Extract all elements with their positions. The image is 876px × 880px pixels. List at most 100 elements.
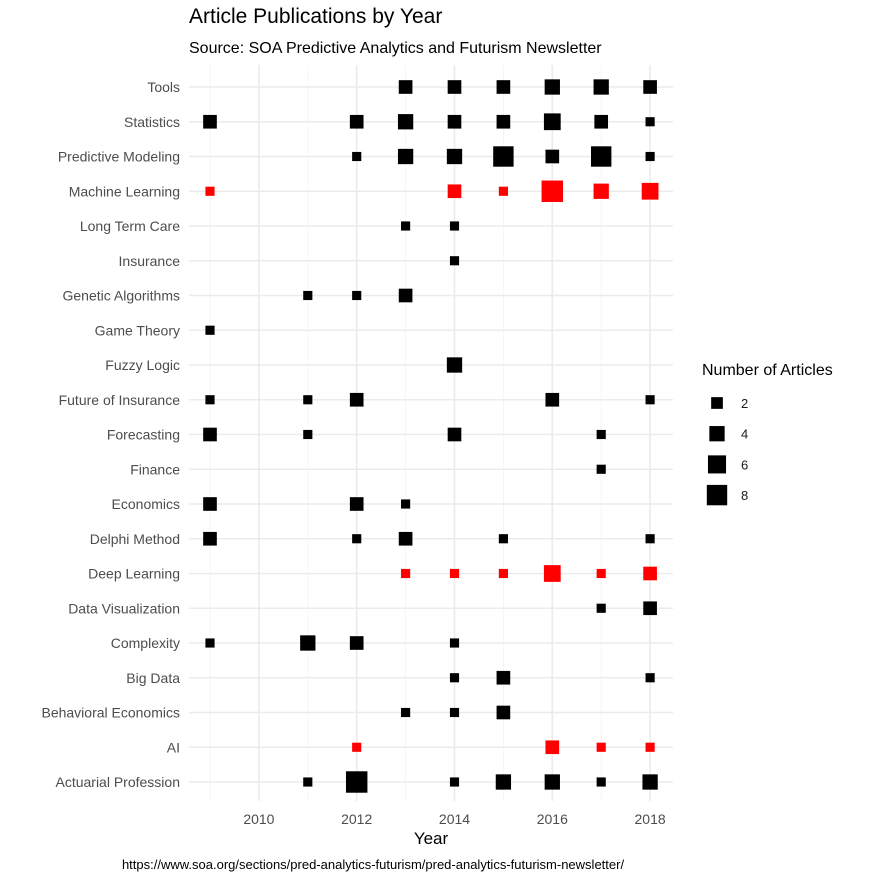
legend-title: Number of Articles [702,362,833,379]
legend: Number of Articles 2 4 6 8 [702,362,833,506]
y-tick-label: Complexity [111,635,180,651]
data-point [203,427,217,442]
data-point [447,114,462,129]
data-point [495,774,512,790]
data-point [352,534,362,544]
chart-subtitle: Source: SOA Predictive Analytics and Fut… [189,40,602,57]
data-point [543,113,561,131]
data-point [446,148,463,165]
y-tick-label: Long Term Care [80,218,180,234]
y-tick-label: Big Data [126,670,180,686]
y-tick-label: Statistics [124,114,180,130]
data-point [205,186,215,196]
y-axis-tick-labels: Actuarial Profession AI Behavioral Economi… [41,79,180,790]
data-point [203,531,217,546]
data-point [596,568,606,579]
data-point [449,568,460,579]
data-point [447,427,462,442]
y-tick-label: Game Theory [95,322,180,338]
y-tick-label: Future of Insurance [59,392,181,408]
data-point [303,290,313,301]
data-point [398,531,413,546]
data-point [643,80,657,94]
legend-label: 8 [741,488,748,503]
data-point [544,79,560,95]
data-point [596,742,606,752]
data-point [401,499,411,509]
data-point [545,149,560,164]
data-point [496,80,511,94]
data-point [541,180,564,202]
data-points [203,79,659,793]
data-point [397,114,414,130]
y-tick-label: Forecasting [107,427,180,443]
chart-title: Article Publications by Year [189,5,442,28]
data-point [594,114,609,129]
y-tick-label: Finance [130,461,180,477]
data-point [645,534,655,544]
data-point [401,568,411,579]
data-point [398,288,413,303]
x-tick-label: 2014 [439,811,470,827]
data-point [447,80,462,94]
data-point [496,670,511,685]
data-point [643,566,657,581]
y-tick-label: Genetic Algorithms [63,288,181,304]
data-point [643,601,657,616]
data-point [596,603,606,613]
data-point [449,673,460,683]
data-point [645,151,655,162]
data-point [593,79,609,95]
data-point [303,777,313,787]
data-point [645,742,655,752]
data-point [345,771,368,793]
legend-label: 6 [741,457,748,472]
data-point [205,395,215,405]
data-point [641,182,659,200]
data-point [401,707,411,718]
data-point [203,497,217,511]
data-point [446,357,463,373]
legend-key [706,484,728,506]
data-point [544,774,560,790]
data-point [498,534,508,544]
data-point [543,565,561,582]
y-tick-label: AI [167,739,180,755]
data-point [642,774,658,790]
data-point [645,673,655,683]
y-tick-label: Tools [147,79,180,95]
data-point [596,464,606,474]
x-tick-label: 2012 [341,811,372,827]
data-point [397,148,414,165]
x-axis-title: Year [414,829,449,848]
x-tick-label: 2016 [537,811,568,827]
data-point [645,395,655,405]
data-point [352,742,362,752]
y-tick-label: Predictive Modeling [58,149,180,165]
data-point [203,114,217,129]
y-tick-label: Delphi Method [90,531,180,547]
y-tick-label: Insurance [119,253,181,269]
y-tick-label: Deep Learning [88,566,180,582]
y-tick-label: Actuarial Profession [55,774,180,790]
data-point [303,429,313,440]
data-point [303,395,313,405]
y-tick-label: Data Visualization [68,600,180,616]
data-point [545,392,560,407]
legend-label: 4 [741,427,748,442]
data-point [352,151,362,162]
x-tick-label: 2010 [243,811,274,827]
data-point [449,221,460,231]
data-point [349,392,364,407]
data-point [496,705,511,720]
data-point [593,183,609,199]
data-point [596,429,606,440]
data-point [205,638,215,648]
data-point [493,146,514,167]
y-tick-label: Machine Learning [69,183,180,199]
data-point [349,636,364,650]
y-tick-label: Behavioral Economics [41,705,180,721]
data-point [349,497,364,511]
data-point [449,707,460,718]
